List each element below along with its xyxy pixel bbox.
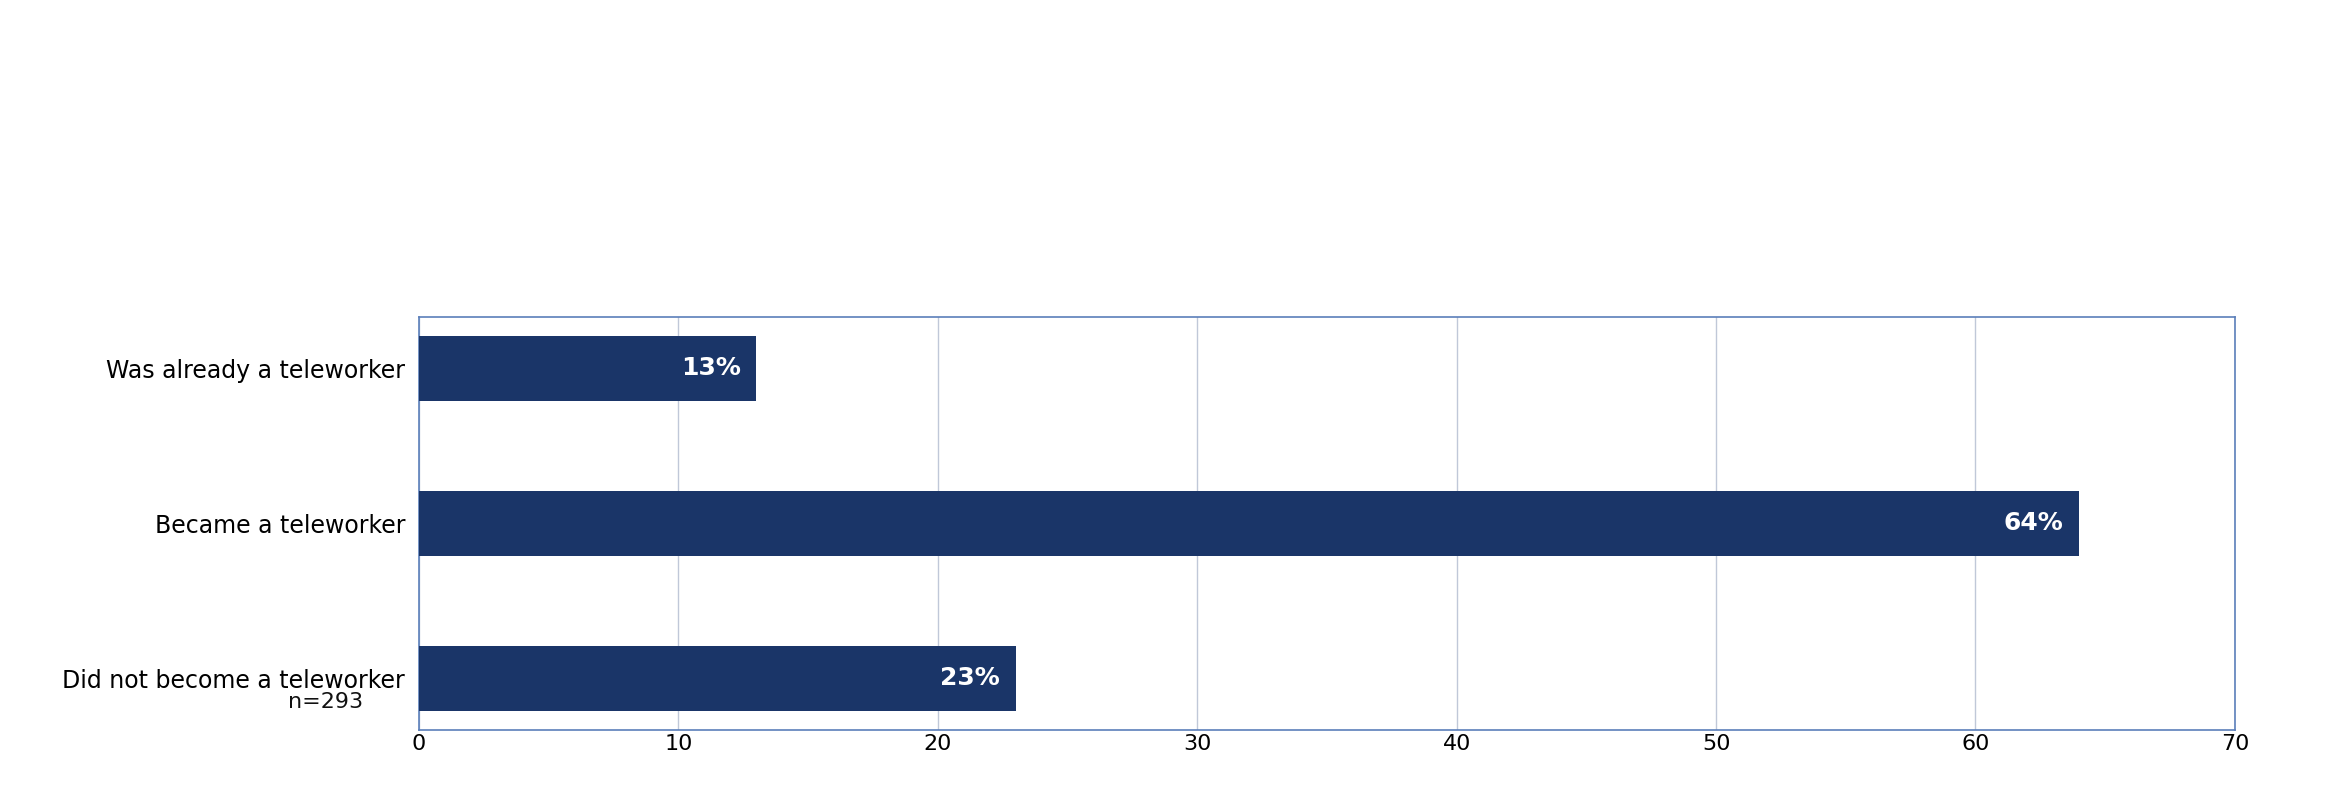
Text: 13%: 13% <box>680 357 740 381</box>
Bar <box>419 336 757 401</box>
Bar <box>419 491 2079 556</box>
Text: n=293: n=293 <box>289 691 363 712</box>
Bar <box>419 646 1015 711</box>
Text: Did you become a teleworker in March or April 2020?: Did you become a teleworker in March or … <box>622 166 1706 199</box>
Text: 23%: 23% <box>941 666 1001 690</box>
Text: 64%: 64% <box>2004 511 2063 535</box>
